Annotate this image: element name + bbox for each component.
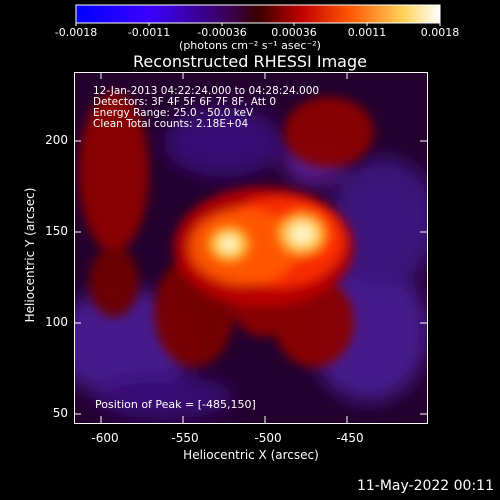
colorbar-ticks [75, 23, 441, 26]
axis-ticks [74, 72, 427, 423]
x-tick-label: -500 [254, 431, 282, 445]
colorbar-tick-label: 0.0018 [420, 26, 460, 39]
flare-sources [199, 204, 336, 270]
y-tick-label: 150 [45, 224, 68, 238]
plot-title: Reconstructed RHESSI Image [133, 52, 367, 71]
colorbar-tick-label: 0.00036 [271, 26, 317, 39]
peak-position: Position of Peak = [-485,150] [95, 398, 256, 411]
overlay-line-4: Clean Total counts: 2.18E+04 [93, 118, 249, 130]
x-tick-label: -450 [336, 431, 364, 445]
overlay-line-1: 12-Jan-2013 04:22:24.000 to 04:28:24.000 [93, 85, 320, 97]
colorbar-tick-label: -0.00036 [197, 26, 247, 39]
colorbar-tick-label: -0.0011 [127, 26, 171, 39]
colorbar-tick-label: -0.0018 [54, 26, 98, 39]
overlay-line-3: Energy Range: 25.0 - 50.0 keV [93, 107, 254, 119]
image-panel [74, 72, 428, 424]
y-tick-label: 200 [45, 133, 68, 147]
colorbar-units: (photons cm⁻² s⁻¹ asec⁻²) [179, 39, 321, 52]
y-tick-label: 50 [52, 406, 68, 420]
overlay-line-2: Detectors: 3F 4F 5F 6F 7F 8F, Att 0 [93, 96, 277, 108]
x-axis-label: Heliocentric X (arcsec) [183, 448, 319, 462]
x-tick-label: -600 [91, 431, 119, 445]
colorbar-tick-label: 0.0011 [347, 26, 387, 39]
y-axis-label: Heliocentric Y (arcsec) [23, 187, 37, 323]
colorbar [75, 4, 441, 24]
y-tick-label: 100 [45, 315, 68, 329]
overlay-text: 12-Jan-2013 04:22:24.000 to 04:28:24.000… [93, 86, 418, 130]
x-tick-label: -550 [171, 431, 199, 445]
timestamp: 11-May-2022 00:11 [356, 478, 494, 494]
colorbar-area [75, 4, 441, 26]
